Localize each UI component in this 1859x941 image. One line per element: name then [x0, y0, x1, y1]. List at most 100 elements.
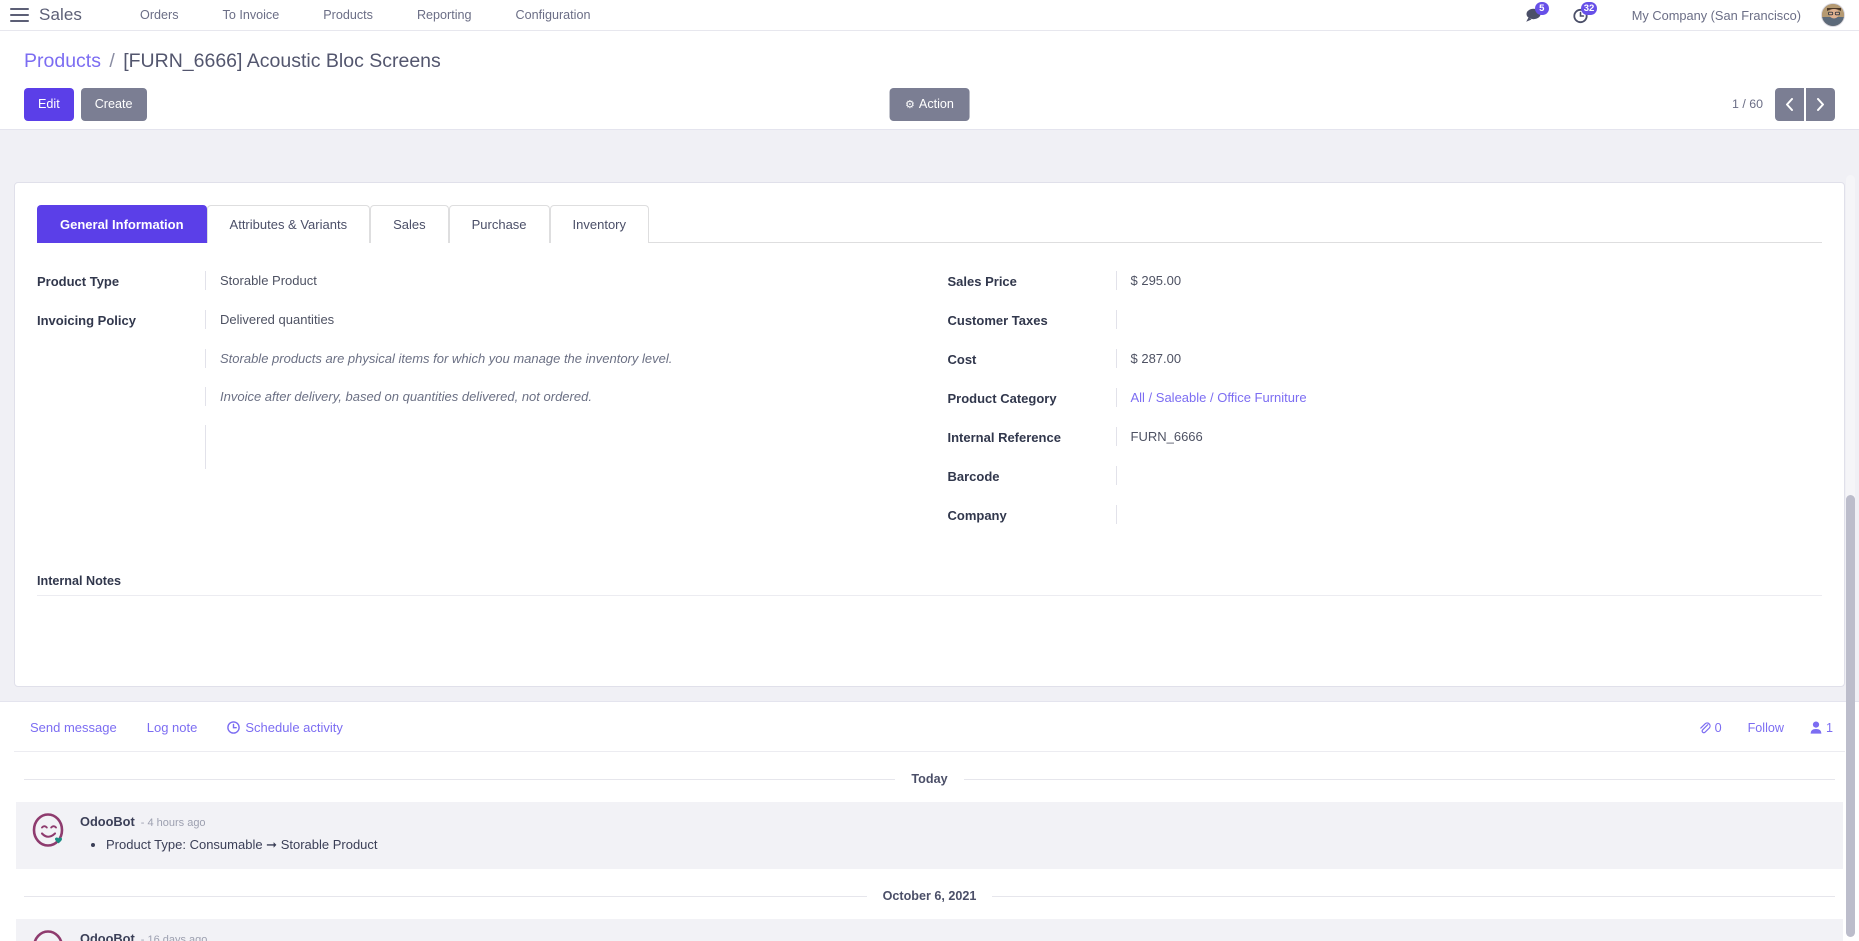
field-company: Company	[948, 505, 1823, 525]
form-column-left: Product Type Storable Product Invoicing …	[37, 271, 930, 544]
followers-counter[interactable]: 1	[1810, 721, 1833, 735]
field-label: Barcode	[947, 469, 1000, 484]
chatter: Send message Log note Schedule activity …	[0, 701, 1859, 941]
divider-line	[24, 895, 867, 897]
vertical-scrollbar[interactable]	[1846, 175, 1855, 937]
menu-item-configuration[interactable]: Configuration	[515, 7, 591, 22]
field-label: Product Type	[37, 274, 120, 289]
tab-attributes-variants[interactable]: Attributes & Variants	[206, 205, 371, 243]
field-sales-price: Sales Price $ 295.00	[948, 271, 1823, 291]
menu-item-to-invoice[interactable]: To Invoice	[222, 7, 280, 22]
field-internal-reference: Internal Reference FURN_6666	[948, 427, 1823, 447]
send-message-button[interactable]: Send message	[30, 720, 117, 735]
tab-general-information[interactable]: General Information	[37, 205, 207, 243]
menu-item-products[interactable]: Products	[323, 7, 373, 22]
activities-badge: 32	[1580, 1, 1598, 15]
helper-text: Storable products are physical items for…	[205, 349, 912, 368]
breadcrumb-products-link[interactable]: Products	[24, 50, 101, 72]
top-navbar: Sales Orders To Invoice Products Reporti…	[0, 0, 1859, 31]
messages-bubble-icon[interactable]: 5	[1512, 0, 1558, 31]
field-label: Sales Price	[947, 274, 1017, 289]
message-header: OdooBot - 16 days ago	[80, 931, 1829, 941]
field-value[interactable]: $ 287.00	[1115, 349, 1823, 368]
odoobot-avatar	[30, 812, 68, 850]
internal-notes-block: Internal Notes	[37, 574, 1822, 668]
field-label: Product Category	[947, 391, 1057, 406]
helper-spacer	[37, 349, 205, 368]
left-column-rule-tail	[37, 425, 912, 469]
date-separator-october: October 6, 2021	[14, 869, 1845, 919]
edit-button[interactable]: Edit	[24, 87, 74, 121]
control-panel: Products / [FURN_6666] Acoustic Bloc Scr…	[0, 31, 1859, 130]
date-separator-label: Today	[911, 772, 948, 786]
action-button[interactable]: ⚙ Action	[889, 87, 970, 121]
field-value[interactable]: FURN_6666	[1115, 427, 1823, 446]
internal-notes-label: Internal Notes	[37, 574, 1822, 596]
helper-product-type: Storable products are physical items for…	[37, 349, 912, 368]
chevron-right-icon	[1817, 97, 1824, 111]
field-product-type: Product Type Storable Product	[37, 271, 912, 291]
field-value[interactable]: Delivered quantities	[205, 310, 912, 329]
log-note-button[interactable]: Log note	[146, 720, 198, 735]
message-author: OdooBot	[80, 814, 135, 829]
helper-invoicing-policy: Invoice after delivery, based on quantit…	[37, 387, 912, 406]
date-separator-today: Today	[14, 752, 1845, 802]
follow-button[interactable]: Follow	[1747, 720, 1784, 735]
message-header: OdooBot - 4 hours ago	[80, 814, 1829, 829]
tab-purchase[interactable]: Purchase	[448, 205, 550, 243]
breadcrumb: Products / [FURN_6666] Acoustic Bloc Scr…	[24, 49, 1835, 73]
tab-sales[interactable]: Sales	[370, 205, 449, 243]
clock-activities-icon[interactable]: 32	[1558, 0, 1604, 31]
paperclip-icon	[1699, 722, 1711, 734]
field-label: Customer Taxes	[947, 313, 1048, 328]
attachments-count: 0	[1714, 720, 1722, 735]
control-panel-buttons: Edit Create ⚙ Action 1 / 60	[24, 87, 1835, 121]
chatter-toolbar: Send message Log note Schedule activity …	[14, 702, 1845, 752]
odoobot-avatar	[30, 929, 68, 941]
tab-inventory[interactable]: Inventory	[549, 205, 650, 243]
divider-line	[992, 895, 1835, 897]
product-form-sheet: General Information Attributes & Variant…	[14, 182, 1845, 687]
scrollbar-thumb[interactable]	[1846, 495, 1855, 937]
message-author: OdooBot	[80, 931, 135, 941]
message-item: OdooBot - 16 days ago	[16, 919, 1843, 941]
app-brand-sales[interactable]: Sales	[39, 5, 83, 24]
field-value[interactable]	[1115, 505, 1823, 524]
message-body: OdooBot - 4 hours ago Product Type: Cons…	[80, 812, 1829, 855]
message-body: OdooBot - 16 days ago	[80, 929, 1829, 941]
avatar[interactable]	[1821, 3, 1845, 27]
message-timestamp: - 16 days ago	[140, 934, 208, 941]
messages-badge: 5	[1534, 1, 1549, 15]
message-timestamp: - 4 hours ago	[140, 817, 206, 829]
menu-item-reporting[interactable]: Reporting	[416, 7, 472, 22]
create-button[interactable]: Create	[80, 87, 147, 121]
message-content: Product Type: Consumable ➞ Storable Prod…	[106, 835, 1829, 855]
hamburger-menu-icon[interactable]	[10, 8, 29, 22]
field-product-category: Product Category All / Saleable / Office…	[948, 388, 1823, 408]
chevron-left-icon	[1786, 97, 1793, 111]
gear-icon: ⚙	[905, 98, 915, 111]
pager-next-button[interactable]	[1806, 87, 1835, 121]
field-barcode: Barcode	[948, 466, 1823, 486]
message-line: Product Type: Consumable ➞ Storable Prod…	[106, 835, 1829, 855]
form-grid: Product Type Storable Product Invoicing …	[37, 243, 1822, 544]
field-value[interactable]	[1115, 466, 1823, 485]
clock-icon	[227, 721, 241, 734]
menu-item-orders[interactable]: Orders	[140, 7, 179, 22]
pager-previous-button[interactable]	[1775, 87, 1804, 121]
helper-spacer	[37, 387, 205, 406]
field-value[interactable]	[1115, 310, 1823, 329]
internal-notes-field[interactable]	[37, 596, 1822, 668]
attachments-counter[interactable]: 0	[1698, 721, 1722, 735]
schedule-activity-button[interactable]: Schedule activity	[227, 720, 343, 735]
company-switcher[interactable]: My Company (San Francisco)	[1631, 7, 1801, 23]
field-label: Internal Reference	[947, 430, 1061, 445]
field-value[interactable]: $ 295.00	[1115, 271, 1823, 290]
field-value-link[interactable]: All / Saleable / Office Furniture	[1115, 388, 1823, 407]
field-cost: Cost $ 287.00	[948, 349, 1823, 369]
chatter-stats: 0 Follow 1	[1698, 721, 1833, 735]
navbar-systray: 5 32 My Company (San Francisco)	[1512, 0, 1845, 31]
field-label: Invoicing Policy	[37, 313, 136, 328]
field-value[interactable]: Storable Product	[205, 271, 912, 290]
divider-line	[24, 778, 896, 780]
